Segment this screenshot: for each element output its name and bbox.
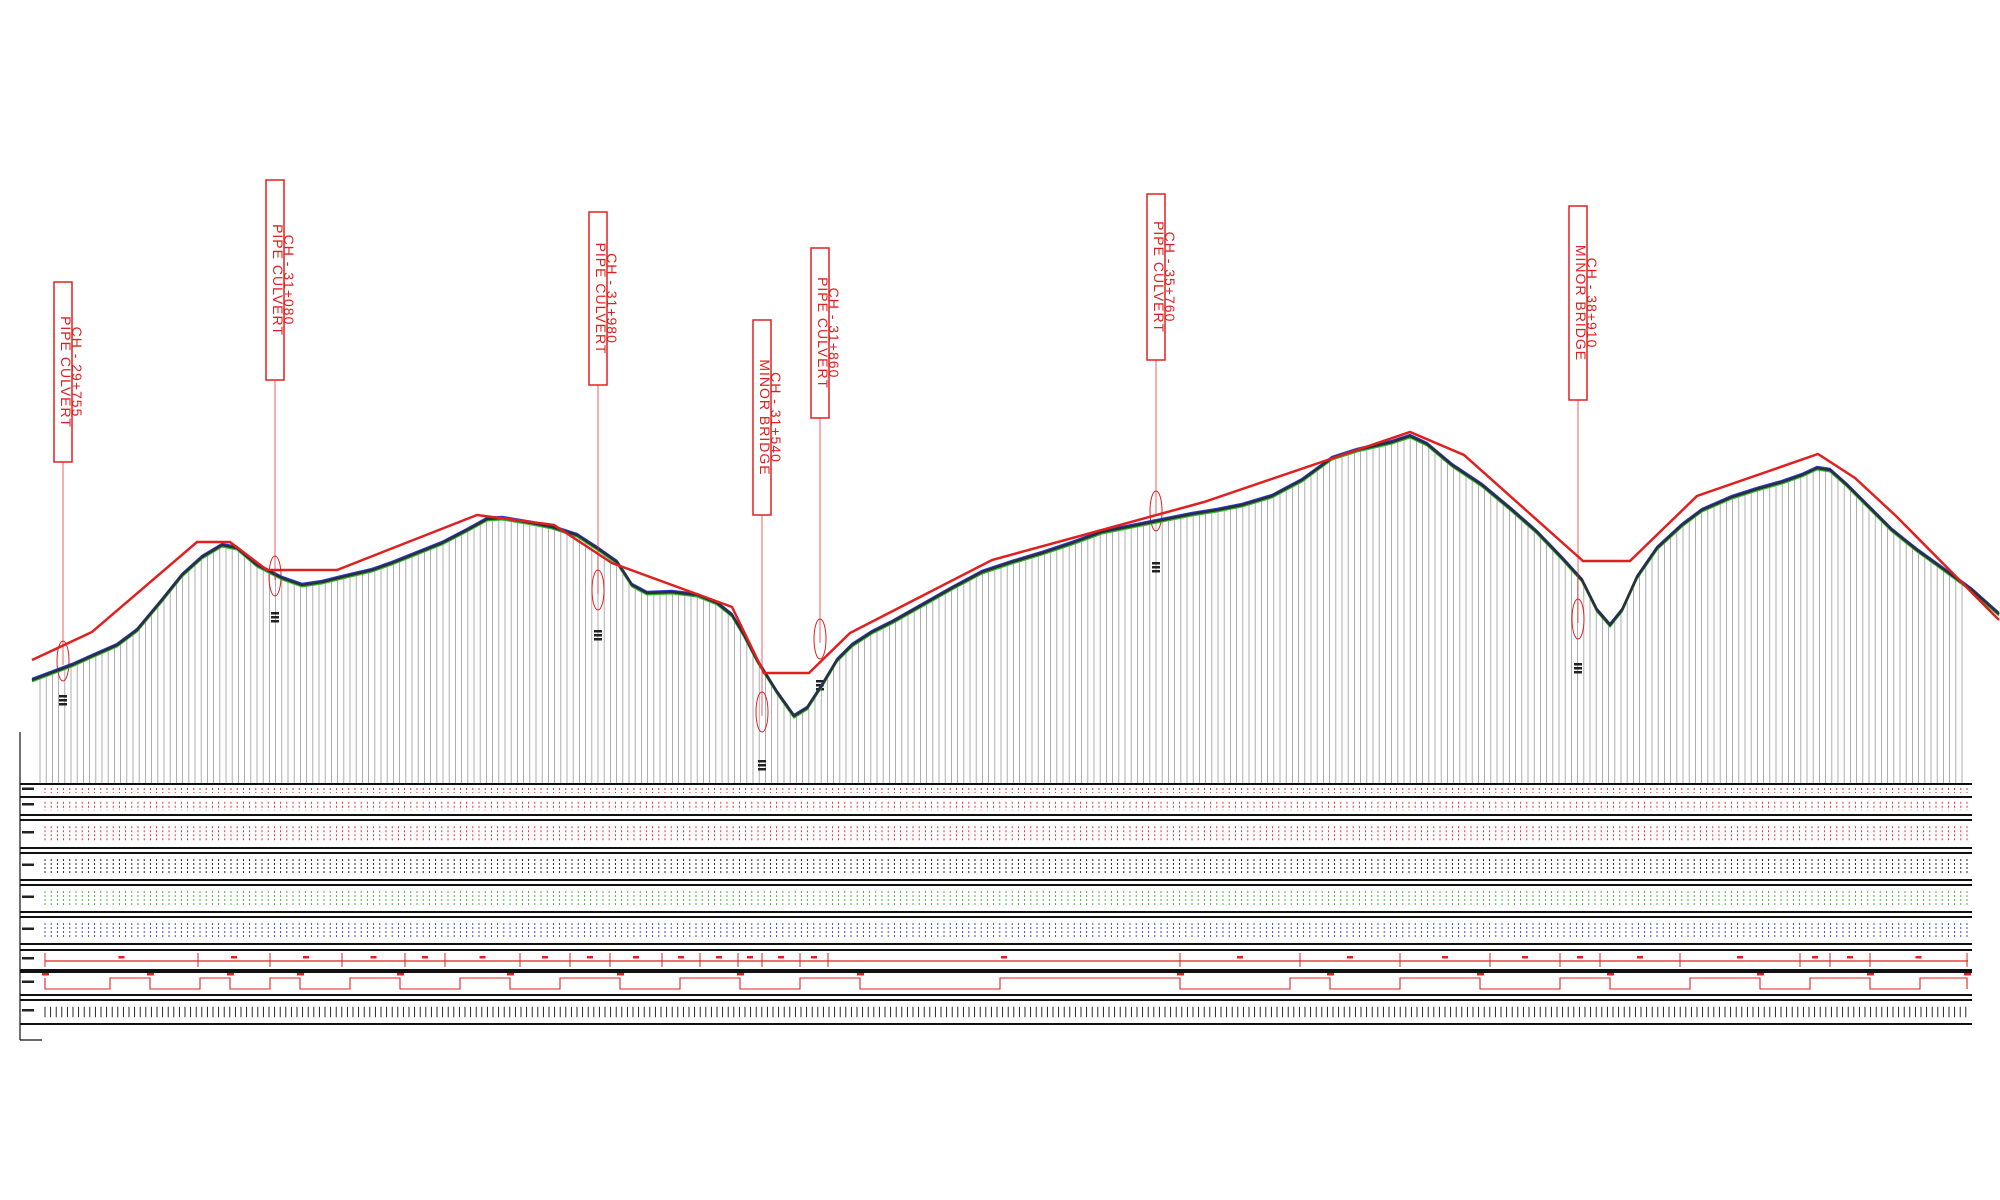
elevation-note [758,760,766,763]
band-step-label [1867,973,1874,976]
existing-ground-line-green [31,436,2000,719]
structure-label-chainage: CH - 29+755 [69,327,85,418]
band-segment-value [479,956,486,959]
band-segment-value [1442,956,1448,959]
band-step-label [737,973,744,976]
band-step-label [1327,973,1334,976]
band-step-label [227,973,234,976]
band-segment-value [1001,956,1007,959]
structure-label-chainage: CH - 31+980 [604,253,620,344]
elevation-note [594,638,602,641]
structure-label-type: PIPE CULVERT [270,224,286,336]
elevation-note [59,695,67,698]
band-header-label [22,980,34,983]
structure-label-type: MINOR BRIDGE [1573,245,1589,361]
structure-label-type: PIPE CULVERT [1151,221,1167,333]
band-segment-value [1522,956,1528,959]
elevation-note [758,768,766,771]
band-segment-value [303,956,309,959]
band-step-label [1757,973,1764,976]
band-segment-value [747,956,753,959]
band-step-label [507,973,514,976]
band-header-label [22,1009,34,1012]
elevation-note [594,630,602,633]
elevation-note [758,764,766,767]
structure-label-chainage: CH - 35+760 [1162,232,1178,323]
band-segment-value [422,956,428,959]
structure-label-chainage: CH - 38+910 [1584,258,1600,349]
band-segment-value [1737,956,1743,959]
band-segment-value [1637,956,1643,959]
band-step-label [857,973,864,976]
structure-label-type: MINOR BRIDGE [757,359,773,475]
culvert-symbols [56,490,1585,771]
band-segment-value [1915,956,1922,959]
band-header-label [22,927,34,930]
band-header-label [22,957,34,960]
structure-label-type: PIPE CULVERT [593,243,609,355]
elevation-note [1574,663,1582,666]
band-step-label [397,973,404,976]
band-segment-value [1577,956,1583,959]
elevation-note [59,703,67,706]
structure-label-type: PIPE CULVERT [815,277,831,389]
design-grade-line [31,430,2000,675]
band-step-label [1477,973,1484,976]
data-bands [19,732,1972,1041]
band-segment-value [370,956,377,959]
elevation-note [271,612,279,615]
existing-ground-line [31,434,2000,718]
band-step-label [147,973,154,976]
band-segment-value [1237,956,1243,959]
band-segment-value [716,956,722,959]
elevation-note [59,699,67,702]
band-segment-value [678,956,684,959]
elevation-note [271,616,279,619]
band-segment-value [1812,956,1818,959]
band-header-label [22,803,34,806]
band-step-line [44,977,1968,990]
band-header-label [22,863,34,866]
elevation-note [1574,667,1582,670]
elevation-note [816,680,824,683]
structure-label-chainage: CH - 31+540 [768,372,784,463]
structure-label-chainage: CH - 31+080 [281,235,297,326]
band-segment-value [231,956,237,959]
band-segment-value [633,956,639,959]
vertical-hatching [39,436,1963,785]
band-segment-value [1347,956,1353,959]
band-header-label [22,831,34,834]
elevation-note [1152,566,1160,569]
band-step-label [297,973,304,976]
band-step-label [1177,973,1184,976]
band-segment-value [778,956,784,959]
band-segment-value [542,956,548,959]
band-step-label [42,973,49,976]
band-header-label [22,787,34,790]
band-segment-value [118,956,125,959]
band-step-label [617,973,624,976]
existing-ground-line-blue [31,433,2000,716]
elevation-note [1152,562,1160,565]
elevation-note [271,620,279,623]
band-segment-value [1847,956,1853,959]
elevation-note [594,634,602,637]
band-step-label [1964,973,1971,976]
elevation-note [1152,570,1160,573]
band-segment-value [811,956,817,959]
structure-label-chainage: CH - 31+860 [826,288,842,379]
elevation-note [1574,671,1582,674]
band-header-label [22,895,34,898]
band-step-label [1607,973,1614,976]
band-segment-value [587,956,593,959]
structure-label-type: PIPE CULVERT [58,316,74,428]
